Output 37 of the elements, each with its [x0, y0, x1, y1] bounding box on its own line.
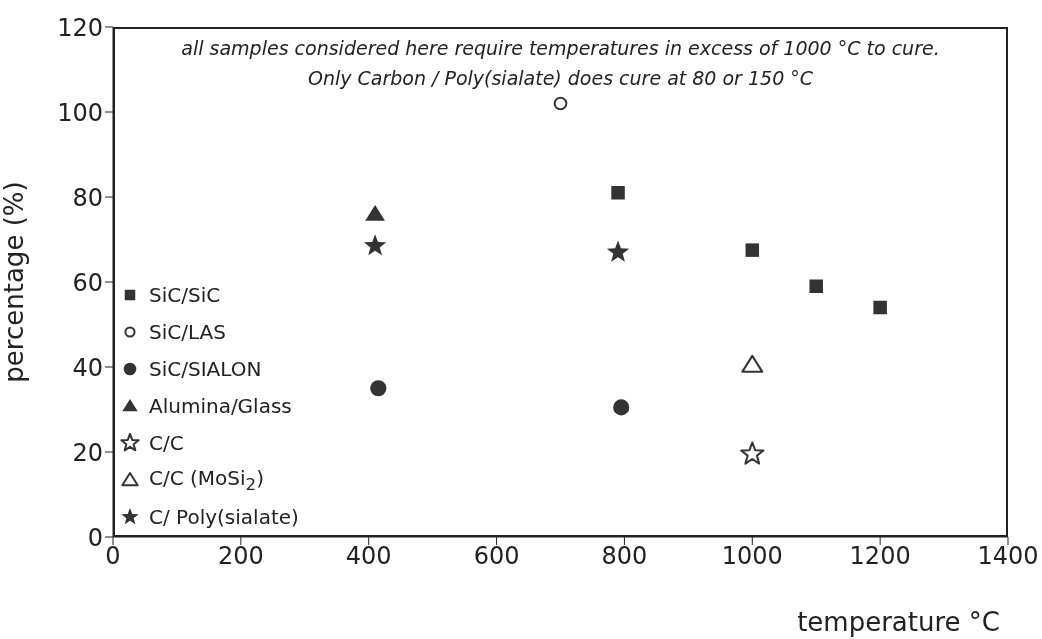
- legend-label: SiC/LAS: [149, 319, 226, 344]
- legend-label: C/C: [149, 430, 184, 455]
- point: [745, 243, 760, 257]
- y-tick-label: 60: [72, 268, 103, 297]
- point: [611, 186, 625, 200]
- point: [553, 96, 568, 111]
- annotation: all samples considered here require temperatures in excess of 1000 °C to cure. Only Carbon / Poly(sialate) does cure at 80 or 150 °C: [180, 36, 941, 91]
- y-tick-label: 120: [57, 13, 103, 42]
- x-tick-label: 1400: [977, 542, 1039, 571]
- legend-label: C/ Poly(sialate): [149, 504, 299, 529]
- x-tick-label: 1200: [849, 542, 911, 571]
- x-axis-title: temperature °C: [797, 607, 1000, 637]
- x-tick-label: 0: [105, 542, 121, 571]
- y-tick-label: 40: [72, 353, 103, 382]
- legend-label: C/C (MoSi$_{2}$): [149, 465, 264, 494]
- x-tick-label: 800: [601, 542, 648, 571]
- point: [606, 240, 630, 262]
- x-tick-label: 600: [473, 542, 520, 571]
- point: [363, 234, 387, 256]
- point: [365, 205, 386, 221]
- y-tick-label: 0: [87, 523, 103, 552]
- x-tick-label: 400: [345, 542, 392, 571]
- point: [613, 399, 630, 416]
- point: [741, 354, 764, 373]
- y-tick-label: 80: [72, 183, 103, 212]
- y-tick-label: 20: [72, 438, 103, 467]
- y-axis-title: percentage (%): [0, 181, 30, 383]
- legend-label: SiC/SiC: [149, 282, 221, 307]
- point: [809, 279, 823, 293]
- x-tick-label: 1000: [721, 542, 783, 571]
- point: [370, 380, 387, 397]
- legend-label: Alumina/Glass: [149, 393, 292, 418]
- x-tick-label: 200: [217, 542, 264, 571]
- point: [873, 300, 887, 315]
- y-tick-label: 100: [57, 98, 103, 127]
- point: [740, 441, 765, 465]
- legend-label: SiC/SIALON: [149, 356, 262, 381]
